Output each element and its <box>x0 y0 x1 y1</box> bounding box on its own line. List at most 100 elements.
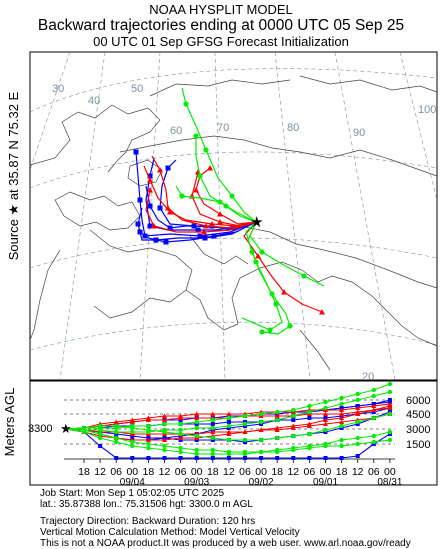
date-label: 09/01 <box>313 477 338 488</box>
track-marker <box>178 421 183 427</box>
track-marker <box>255 253 261 259</box>
lon-label-60: 60 <box>170 125 182 137</box>
track-marker <box>217 199 223 205</box>
vertical-frame <box>29 380 438 486</box>
track-marker <box>339 423 344 429</box>
track-marker <box>137 197 143 203</box>
trajectory-blue <box>145 157 257 231</box>
track-marker <box>162 429 167 435</box>
track-marker <box>323 417 328 422</box>
map-tracks <box>133 87 325 335</box>
height-tick-4500: 4500 <box>406 409 430 421</box>
track-marker <box>193 187 199 193</box>
track-marker <box>147 173 153 179</box>
track-marker <box>301 273 307 279</box>
track-marker <box>339 395 344 401</box>
track-marker <box>371 407 377 412</box>
track-marker <box>197 173 203 179</box>
date-label: 09/04 <box>120 477 145 488</box>
track-marker <box>178 456 183 460</box>
trajectory-green <box>195 136 257 223</box>
source-height-label: 3300 <box>28 423 52 435</box>
track-marker <box>210 422 215 426</box>
track-marker <box>323 405 328 411</box>
track-marker <box>157 167 163 173</box>
track-marker <box>355 411 361 416</box>
track-marker <box>97 427 103 433</box>
track-marker <box>291 407 296 413</box>
track-marker <box>339 443 344 449</box>
track-marker <box>194 425 199 431</box>
track-marker <box>197 233 203 239</box>
track-marker <box>151 223 157 229</box>
time-tick-label: 00 <box>384 466 396 478</box>
track-marker <box>291 413 296 419</box>
track-marker <box>229 193 235 199</box>
track-marker <box>81 425 87 431</box>
track-marker <box>355 454 360 458</box>
time-tick-label: 00 <box>320 466 332 478</box>
track-marker <box>130 439 135 445</box>
track-marker <box>146 427 151 433</box>
track-marker <box>157 205 163 211</box>
track-marker <box>179 193 185 199</box>
track-marker <box>217 219 223 225</box>
track-marker <box>194 419 199 425</box>
track-marker <box>291 456 296 460</box>
time-tick-label: 18 <box>78 466 90 478</box>
track-marker <box>210 417 215 423</box>
track-marker <box>97 431 103 437</box>
track-marker <box>339 407 345 412</box>
track-marker <box>133 149 139 155</box>
track-marker <box>355 441 360 447</box>
trajectory-blue <box>137 207 257 241</box>
time-tick-label: 12 <box>94 466 106 478</box>
vertical-tracks <box>65 381 393 460</box>
track-marker <box>323 411 328 416</box>
trajectory-green <box>175 185 257 223</box>
track-marker <box>146 456 151 460</box>
track-marker <box>258 427 264 432</box>
track-marker <box>355 435 360 441</box>
track-marker <box>275 456 280 460</box>
track-marker <box>242 451 248 457</box>
track-marker <box>387 403 393 408</box>
track-marker <box>387 411 393 417</box>
vertical-height-gridlines <box>64 399 395 445</box>
track-marker <box>178 413 184 418</box>
track-marker <box>226 451 232 457</box>
time-tick-label: 06 <box>175 466 187 478</box>
track-marker <box>165 165 171 171</box>
track-marker <box>130 456 135 460</box>
lon-label-70: 70 <box>217 122 229 134</box>
track-marker <box>210 451 215 457</box>
track-marker <box>275 449 280 455</box>
vertical-method-info: Vertical Motion Calculation Method: Mode… <box>40 527 300 538</box>
time-tick-label: 12 <box>159 466 171 478</box>
track-marker <box>195 227 201 233</box>
track-marker <box>178 449 183 455</box>
track-marker <box>273 301 279 307</box>
track-marker <box>207 165 213 171</box>
track-marker <box>135 221 141 227</box>
track-marker <box>242 413 248 419</box>
track-marker <box>114 439 119 445</box>
track-marker <box>387 437 393 443</box>
track-marker <box>203 147 209 153</box>
track-marker <box>226 415 232 421</box>
track-marker <box>291 447 296 453</box>
track-marker <box>209 221 215 227</box>
vertical-source-star: ★ <box>60 422 72 437</box>
run-info: Job Start: Mon Sep 1 05:02:05 UTC 2025 l… <box>40 488 411 549</box>
time-tick-label: 06 <box>110 466 122 478</box>
coastlines-borders <box>29 75 438 371</box>
track-marker <box>130 425 135 431</box>
track-marker <box>339 437 344 443</box>
track-marker <box>242 421 248 427</box>
track-marker <box>307 409 312 415</box>
track-marker <box>307 431 312 437</box>
initialization-subtitle: 00 UTC 01 Sep GFSG Forecast Initializati… <box>93 34 349 49</box>
lon-label-90: 90 <box>353 127 365 139</box>
track-marker <box>387 429 393 435</box>
